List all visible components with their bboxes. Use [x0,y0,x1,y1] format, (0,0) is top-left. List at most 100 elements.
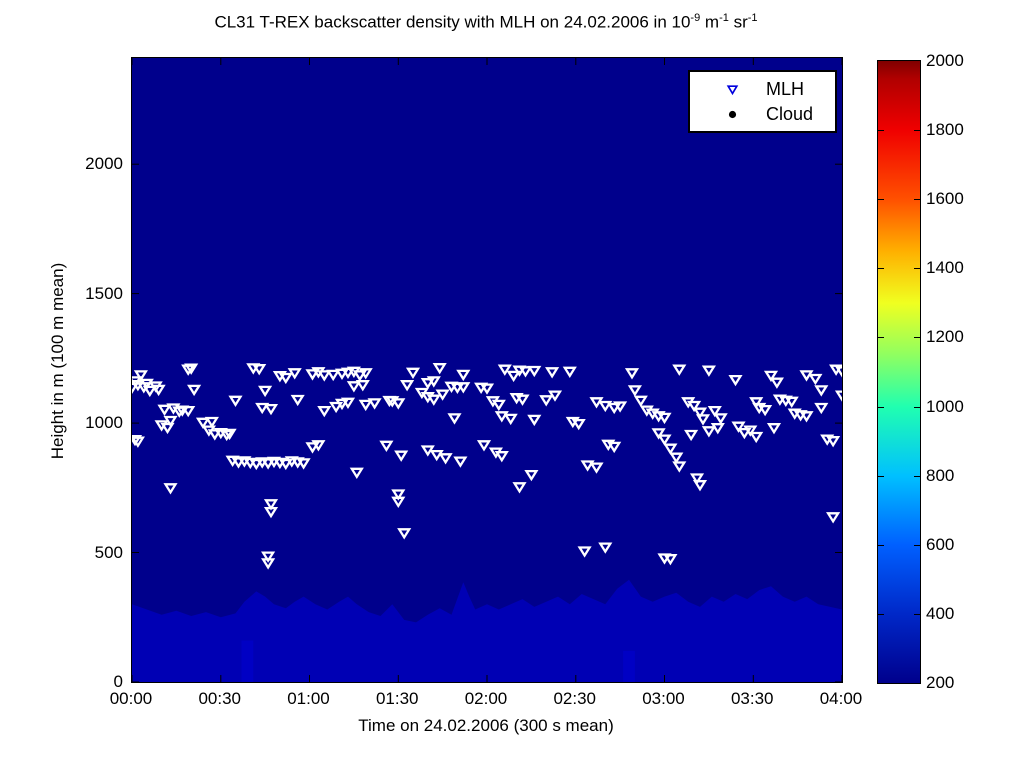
mlh-marker [228,395,243,407]
boundary-layer-field [132,579,842,682]
mlh-marker [334,368,350,380]
mlh-triangle-icon [726,85,739,96]
x-tick-label: 03:00 [642,689,685,708]
colorbar-tick [878,614,884,615]
mlh-marker [743,425,758,437]
mlh-marker [527,414,542,427]
colorbar-tick [914,199,920,200]
mlh-marker [518,366,533,378]
mlh-marker [163,415,178,428]
mlh-marker [255,402,270,415]
mlh-marker [340,397,356,409]
mlh-marker [382,395,397,408]
mlh-marker [426,376,441,388]
mlh-marker [394,450,409,462]
mlh-marker [195,417,211,429]
mlh-marker [187,384,202,397]
mlh-marker [334,398,350,411]
mlh-marker [296,458,311,470]
bright-column [623,650,635,682]
mlh-marker [340,367,356,379]
mlh-marker [151,384,166,397]
mlh-marker [261,551,276,563]
mlh-marker [447,413,462,425]
mlh-marker [305,442,320,454]
mlh-marker [181,405,196,418]
colorbar-tick-label: 2000 [926,51,964,70]
colorbar-tick [914,407,920,408]
plot-svg [132,58,842,682]
mlh-marker [651,428,666,440]
mlh-marker [263,403,279,416]
colorbar-tick [878,476,884,477]
mlh-marker [317,370,332,382]
colorbar-tick-label: 600 [926,535,955,554]
mlh-marker [713,413,728,425]
chart-title-segment: m [700,12,720,32]
colorbar-tick [914,476,920,477]
x-axis-label: Time on 24.02.2006 (300 s mean) [358,716,614,735]
colorbar-tick-label: 1400 [926,258,964,277]
legend: MLH Cloud [688,70,837,133]
mlh-marker [405,367,421,379]
mlh-marker [763,370,779,383]
mlh-marker [692,407,708,419]
mlh-marker [769,377,784,389]
mlh-marker [491,399,506,412]
chart-title-segment: -1 [719,12,729,24]
mlh-marker [826,436,841,448]
mlh-marker [692,480,708,492]
mlh-marker [222,428,237,441]
y-tick-label: 500 [94,542,123,562]
x-tick-label: 01:00 [287,689,330,708]
mlh-marker [479,383,495,395]
mlh-marker [663,554,678,566]
colorbar-tick-label: 1000 [926,397,964,416]
mlh-marker [669,452,684,464]
mlh-marker [701,365,716,377]
mlh-marker [263,506,279,519]
colorbar-tick [878,199,884,200]
mlh-marker [547,390,563,402]
colorbar-tick [878,268,884,269]
colorbar-tick [914,130,920,131]
mlh-marker [367,398,382,410]
mlh-marker [545,367,560,379]
mlh-marker [627,385,642,397]
mlh-marker [326,369,341,382]
axis-ticks [132,58,842,682]
mlh-marker [163,483,178,495]
mlh-marker [814,402,829,415]
mlh-marker [305,369,320,381]
mlh-marker [287,368,302,380]
mlh-marker [624,368,640,380]
y-tick-label: 2000 [85,154,123,174]
mlh-marker [438,453,453,465]
y-tick-label: 0 [113,672,123,691]
chart-title-segment: CL31 T-REX backscatter density with MLH … [214,12,691,32]
legend-item-mlh: MLH [690,78,835,103]
legend-item-cloud: Cloud [690,103,835,128]
mlh-marker [426,394,441,406]
mlh-marker [663,443,678,455]
mlh-marker [420,378,435,390]
mlh-marker [397,528,412,540]
chart-title-segment: -9 [690,12,701,24]
mlh-marker [689,473,705,485]
mlh-marker [311,440,326,452]
mlh-marker [808,373,823,386]
mlh-marker [749,397,764,409]
mlh-marker [358,368,373,380]
mlh-marker [737,427,752,440]
mlh-marker [352,370,367,382]
x-tick-label: 01:30 [375,689,419,708]
mlh-marker [607,402,622,415]
colorbar-tick-label: 1600 [926,189,964,208]
mlh-marker [633,395,648,407]
colorbar-tick [878,545,884,546]
x-tick-label: 00:00 [109,689,153,708]
mlh-marker [814,385,829,397]
mlh-marker [391,398,406,410]
mlh-marker [701,426,716,438]
